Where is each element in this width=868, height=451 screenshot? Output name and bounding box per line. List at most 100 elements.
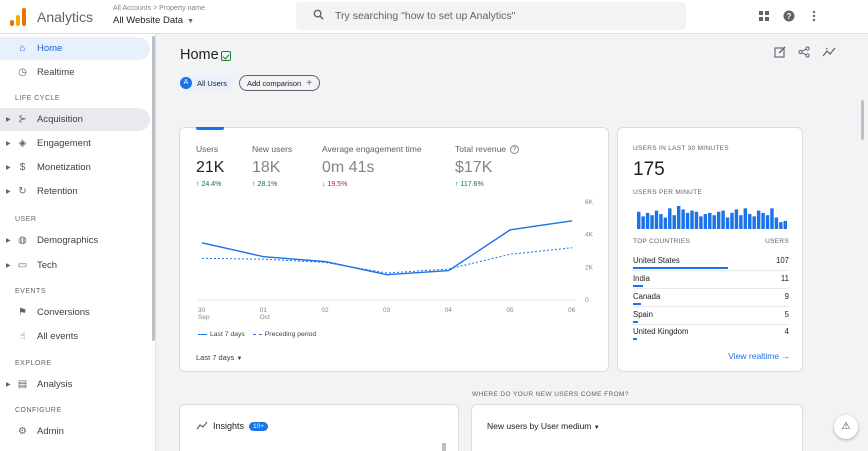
minute-bar[interactable] bbox=[730, 212, 734, 229]
new-users-medium-dropdown[interactable]: New users by User medium ▼ bbox=[487, 421, 600, 431]
sidebar-item-engagement[interactable]: ▶ ◈ Engagement bbox=[0, 132, 150, 155]
minute-bar[interactable] bbox=[645, 212, 650, 229]
caret-down-icon: ▼ bbox=[187, 18, 194, 25]
metric-new-users[interactable]: New users 18K ↑ 28.1% bbox=[252, 144, 292, 188]
metric-value: 0m 41s bbox=[322, 159, 375, 176]
country-row[interactable]: United States 107 bbox=[633, 256, 789, 274]
help-circle-icon[interactable]: ? bbox=[510, 145, 520, 155]
minute-bar[interactable] bbox=[685, 212, 690, 229]
minute-bar[interactable] bbox=[756, 210, 761, 229]
minute-bar[interactable] bbox=[681, 209, 685, 229]
sidebar-item-conversions[interactable]: ⚑ Conversions bbox=[0, 301, 150, 324]
country-row[interactable]: Canada 9 bbox=[633, 292, 789, 310]
arrow-right-icon: → bbox=[781, 351, 791, 361]
insights-trend-icon[interactable]: ✦ bbox=[822, 46, 836, 58]
minute-bar[interactable] bbox=[770, 208, 774, 229]
expand-arrow-icon[interactable]: ▶ bbox=[6, 141, 11, 147]
sidebar-scrollbar[interactable] bbox=[152, 36, 155, 341]
more-vert-icon[interactable] bbox=[808, 10, 820, 22]
country-row[interactable]: India 11 bbox=[633, 274, 789, 292]
minute-bar[interactable] bbox=[694, 211, 699, 229]
sidebar-item-label: All events bbox=[37, 331, 79, 342]
minute-bar[interactable] bbox=[672, 215, 676, 229]
minute-bar[interactable] bbox=[650, 215, 654, 229]
minute-bar[interactable] bbox=[708, 212, 712, 229]
minute-bar[interactable] bbox=[752, 216, 756, 229]
minute-bar[interactable] bbox=[739, 215, 743, 229]
sidebar-item-all-events[interactable]: ☝ All events bbox=[0, 325, 150, 348]
minute-bar[interactable] bbox=[765, 215, 770, 229]
metric-total-revenue[interactable]: Total revenue? $17K ↑ 117.6% bbox=[455, 144, 520, 188]
expand-arrow-icon[interactable]: ▶ bbox=[6, 263, 11, 269]
country-row[interactable]: United Kingdom 4 bbox=[633, 327, 789, 345]
country-row[interactable]: Spain 5 bbox=[633, 310, 789, 328]
sidebar-item-tech[interactable]: ▶ ▭ Tech bbox=[0, 254, 150, 277]
series-line-preceding-period[interactable] bbox=[201, 247, 573, 274]
sidebar-item-retention[interactable]: ▶ ↻ Retention bbox=[0, 180, 150, 203]
touch-icon: ☝ bbox=[19, 331, 26, 342]
metric-users[interactable]: Users 21K ↑ 24.4% bbox=[196, 144, 224, 188]
sidebar-item-monetization[interactable]: ▶ $ Monetization bbox=[0, 156, 150, 179]
minute-bar[interactable] bbox=[676, 206, 681, 229]
edit-report-icon[interactable] bbox=[774, 46, 786, 58]
minute-bar[interactable] bbox=[668, 208, 672, 229]
minute-bar[interactable] bbox=[783, 220, 787, 229]
sidebar-item-label: Demographics bbox=[37, 235, 99, 246]
country-share-bar bbox=[633, 285, 643, 287]
analytics-logo-icon[interactable] bbox=[10, 8, 26, 26]
sidebar-item-home[interactable]: ⌂ Home bbox=[0, 37, 150, 60]
minute-bar[interactable] bbox=[637, 211, 641, 229]
series-line-last-7-days[interactable] bbox=[201, 220, 573, 276]
minute-bar[interactable] bbox=[654, 210, 659, 229]
sidebar-item-demographics[interactable]: ▶ ◍ Demographics bbox=[0, 229, 150, 252]
expand-arrow-icon[interactable]: ▶ bbox=[6, 189, 11, 195]
minute-bar[interactable] bbox=[743, 208, 748, 229]
minute-bar[interactable] bbox=[725, 217, 730, 230]
expand-arrow-icon[interactable]: ▶ bbox=[6, 238, 11, 244]
add-comparison-button[interactable]: Add comparison + bbox=[239, 75, 321, 91]
add-comparison-label: Add comparison bbox=[247, 78, 302, 88]
help-icon[interactable]: ? bbox=[783, 10, 795, 22]
minute-bar[interactable] bbox=[748, 214, 752, 229]
app-name[interactable]: Analytics bbox=[37, 9, 94, 25]
country-users: 107 bbox=[775, 256, 789, 265]
insights-scrollbar[interactable] bbox=[442, 443, 446, 451]
date-range-dropdown[interactable]: Last 7 days ▼ bbox=[196, 353, 243, 362]
expand-arrow-icon[interactable]: ▶ bbox=[6, 117, 11, 123]
expand-arrow-icon[interactable]: ▶ bbox=[6, 165, 11, 171]
minute-bar[interactable] bbox=[690, 210, 694, 229]
x-tick-label: 03 bbox=[383, 307, 391, 314]
minute-bar[interactable] bbox=[774, 217, 779, 230]
minute-bar[interactable] bbox=[721, 210, 725, 229]
minute-bar[interactable] bbox=[641, 216, 645, 229]
search-box[interactable] bbox=[296, 2, 686, 30]
minute-bar[interactable] bbox=[779, 222, 783, 229]
minute-bar[interactable] bbox=[761, 212, 765, 229]
sidebar-item-realtime[interactable]: ◷ Realtime bbox=[0, 61, 150, 84]
country-share-bar bbox=[633, 267, 728, 269]
page-scrollbar[interactable] bbox=[861, 100, 864, 140]
acquisition-icon: ⊱ bbox=[18, 114, 27, 125]
apps-grid-icon[interactable] bbox=[758, 10, 770, 22]
minute-bar[interactable] bbox=[663, 217, 668, 230]
minute-bar[interactable] bbox=[716, 211, 721, 229]
minute-bar[interactable] bbox=[659, 214, 663, 229]
account-selector[interactable]: All Website Data ▼ bbox=[113, 15, 194, 26]
metric-engagement-time[interactable]: Average engagement time 0m 41s ↓ 19.5% bbox=[322, 144, 422, 188]
sidebar-item-analysis[interactable]: ▶ ▤ Analysis bbox=[0, 373, 150, 396]
sidebar-item-admin[interactable]: ⚙ Admin bbox=[0, 420, 150, 443]
view-realtime-link[interactable]: View realtime → bbox=[728, 351, 790, 361]
search-placeholder[interactable]: Try searching "how to set up Analytics" bbox=[335, 10, 516, 22]
legend-last-7-days: Last 7 days bbox=[198, 331, 245, 338]
expand-arrow-icon[interactable]: ▶ bbox=[6, 382, 11, 388]
minute-bar[interactable] bbox=[734, 209, 739, 229]
minute-bar[interactable] bbox=[703, 214, 708, 229]
all-users-chip[interactable]: A All Users bbox=[180, 76, 234, 90]
insights-title[interactable]: Insights 10+ bbox=[196, 421, 269, 431]
metric-label: Average engagement time bbox=[322, 144, 422, 154]
minute-bar[interactable] bbox=[699, 216, 703, 229]
sidebar-item-acquisition[interactable]: ▶ ⊱ Acquisition bbox=[0, 108, 150, 131]
minute-bar[interactable] bbox=[712, 215, 716, 229]
share-icon[interactable] bbox=[798, 46, 810, 58]
feedback-button[interactable]: ⚠ bbox=[834, 415, 858, 439]
